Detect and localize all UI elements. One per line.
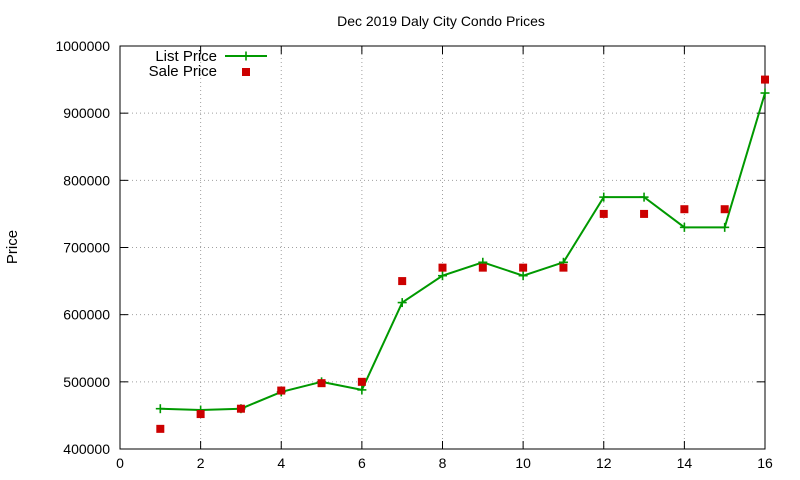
legend-label-sale-price: Sale Price	[149, 63, 217, 80]
x-tick-label: 10	[515, 455, 531, 471]
x-tick-label: 8	[439, 455, 447, 471]
list-price-point	[155, 404, 165, 414]
list-price-point	[518, 271, 528, 281]
y-tick-label: 1000000	[55, 38, 110, 54]
sale-price-point	[720, 205, 729, 214]
list-price-point	[599, 192, 609, 202]
sale-price-point	[599, 209, 608, 218]
legend-marker-sale-price	[242, 68, 250, 76]
sale-price-point	[761, 75, 769, 84]
chart-title: Dec 2019 Daly City Condo Prices	[337, 13, 545, 29]
y-tick-label: 400000	[63, 441, 110, 457]
y-tick-label: 600000	[63, 307, 110, 323]
list-price-point	[397, 298, 407, 308]
y-tick-label: 800000	[63, 172, 110, 188]
y-tick-label: 700000	[63, 240, 110, 256]
list-price-point	[357, 385, 367, 395]
y-tick-label: 900000	[63, 105, 110, 121]
series-layer	[155, 75, 770, 433]
list-price-point	[639, 192, 649, 202]
x-tick-label: 4	[277, 455, 285, 471]
list-price-point	[438, 271, 447, 281]
sale-price-point	[559, 263, 568, 272]
list-price-point	[679, 222, 689, 232]
legend: List Price Sale Price	[149, 48, 267, 80]
sale-price-point	[277, 386, 286, 395]
grid-lines	[120, 46, 765, 449]
sale-price-point	[156, 424, 165, 433]
sale-price-point	[640, 209, 649, 218]
sale-price-point	[478, 263, 487, 272]
sale-price-point	[317, 379, 326, 388]
y-axis-label: Price	[4, 230, 21, 264]
x-tick-label: 2	[197, 455, 205, 471]
x-tick-label: 0	[116, 455, 124, 471]
y-tick-label: 500000	[63, 374, 110, 390]
legend-label-list-price: List Price	[155, 48, 217, 65]
sale-price-point	[519, 263, 528, 272]
list-price-point	[720, 222, 730, 232]
x-tick-label: 14	[677, 455, 693, 471]
list-price-point	[760, 88, 770, 98]
sale-price-point	[236, 404, 245, 413]
axis-ticks: 400000 500000 600000 700000 800000 900000 1000…	[55, 38, 773, 471]
sale-price-point	[680, 205, 689, 214]
list-price-line	[160, 92, 766, 412]
sale-price-point	[196, 410, 205, 419]
plot-frame	[119, 45, 766, 450]
legend-marker-list-price	[241, 51, 251, 61]
x-tick-label: 6	[358, 455, 366, 471]
x-tick-label: 12	[596, 455, 612, 471]
x-tick-label: 16	[757, 455, 773, 471]
sale-price-point	[357, 377, 366, 386]
sale-price-point	[398, 277, 407, 286]
sale-price-point	[438, 263, 447, 272]
